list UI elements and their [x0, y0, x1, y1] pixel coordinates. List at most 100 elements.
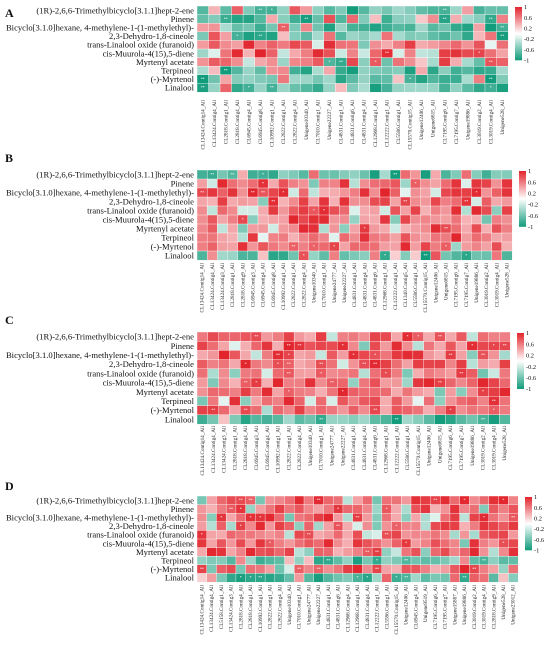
- heatmap-cell: [250, 341, 263, 351]
- heatmap-cell: [359, 169, 371, 180]
- significance-mark: **: [317, 567, 321, 572]
- heatmap-cell: [288, 74, 302, 84]
- heatmap-cell: [196, 214, 208, 225]
- column-label: CL2822.Contig1_All: [281, 99, 287, 144]
- significance-mark: **: [319, 362, 323, 367]
- significance-mark: *: [482, 389, 484, 394]
- heatmap-cell: [461, 40, 474, 50]
- heatmap-cell: [401, 368, 414, 379]
- heatmap-cell: [313, 513, 324, 523]
- heatmap-cell: [389, 196, 401, 207]
- heatmap-cell: [293, 368, 306, 379]
- heatmap-cell: [359, 196, 371, 207]
- heatmap-cell: [206, 530, 217, 540]
- heatmap-cell: [332, 564, 344, 574]
- column-label: CL6945.Contig4_All: [246, 99, 252, 144]
- heatmap-cell: [337, 414, 349, 425]
- heatmap-cell: [430, 504, 441, 514]
- heatmap-cell: [488, 521, 500, 531]
- heatmap-cell: [445, 341, 457, 351]
- heatmap-cell: [196, 405, 209, 416]
- heatmap-cell: [434, 368, 446, 379]
- column-label: CL13424.Contig4_All: [211, 425, 217, 472]
- heatmap-cell: [473, 23, 486, 33]
- heatmap-cell: [313, 530, 324, 540]
- heatmap-cell: [257, 250, 269, 261]
- heatmap-cell: [300, 65, 313, 76]
- colorbar-tick-label: 0.6: [526, 341, 534, 348]
- heatmap-cell: [380, 405, 392, 416]
- heatmap-cell: [488, 331, 500, 342]
- significance-mark: **: [244, 408, 248, 413]
- heatmap-cell: [488, 530, 500, 540]
- heatmap-cell: [294, 547, 305, 557]
- heatmap-cell: [242, 14, 256, 24]
- significance-mark: *: [386, 506, 388, 511]
- heatmap-cell: [381, 14, 394, 24]
- significance-mark: **: [317, 498, 321, 503]
- column-label: CL2818.Contig9_All: [240, 262, 246, 307]
- heatmap-cell: [420, 495, 431, 506]
- heatmap-cell: [423, 359, 435, 370]
- heatmap-cell: [303, 564, 315, 574]
- heatmap-cell: [277, 14, 290, 24]
- heatmap-cell: [459, 504, 470, 514]
- column-label: CL5158.Contig1_All: [219, 584, 225, 629]
- heatmap-cell: [311, 40, 325, 50]
- heatmap-cell: [471, 232, 483, 243]
- heatmap-cell: [227, 223, 239, 234]
- heatmap-cell: [267, 169, 279, 180]
- heatmap-cell: [439, 513, 451, 523]
- colorbar-tick-label: 0.2: [524, 26, 532, 33]
- column-label: Unigene24777_All: [306, 584, 312, 624]
- heatmap-cell: [255, 564, 266, 574]
- heatmap-cell: [231, 14, 244, 24]
- column-label: Unigene19886_All: [462, 584, 468, 624]
- heatmap-cell: [358, 405, 371, 416]
- significance-mark: **: [482, 558, 486, 563]
- heatmap-cell: [294, 530, 305, 540]
- heatmap-cell: [369, 368, 381, 379]
- heatmap-cell: [371, 513, 383, 523]
- heatmap-cell: [237, 250, 249, 261]
- heatmap-cell: [267, 187, 279, 198]
- heatmap-cell: [461, 23, 474, 33]
- column-label: CL15570.Contig15_All: [408, 99, 414, 149]
- heatmap-cell: [332, 547, 344, 557]
- column-label: CL3019.Contig2_All: [481, 425, 487, 470]
- heatmap-cell: [471, 196, 483, 207]
- row-label: 2,3-Dehydro-1,8-cineole: [109, 521, 194, 531]
- heatmap-cell: [313, 504, 324, 514]
- heatmap-cell: [206, 223, 218, 234]
- heatmap-cell: [440, 214, 452, 225]
- heatmap-cell: [323, 74, 336, 84]
- heatmap-cell: [278, 232, 289, 243]
- column-label: Unigene6815_All: [437, 425, 443, 463]
- heatmap-cell: [300, 48, 313, 59]
- significance-mark: **: [200, 567, 204, 572]
- heatmap-cell: [288, 48, 302, 59]
- significance-mark: **: [500, 25, 504, 30]
- heatmap-cell: [358, 377, 371, 388]
- row-label: (1R)-2,6,6-Trimethylbicyclo[3.1.1]hept-2…: [36, 170, 194, 180]
- heatmap-cell: [303, 513, 315, 523]
- heatmap-cell: [477, 396, 489, 407]
- heatmap-cell: [412, 377, 425, 388]
- column-label: CL4831.Contig4_All: [365, 584, 371, 629]
- heatmap-cell: [400, 223, 411, 234]
- heatmap-cell: [369, 196, 381, 207]
- heatmap-cell: [450, 65, 463, 76]
- heatmap-cell: [369, 83, 382, 93]
- heatmap-cell: [265, 14, 279, 24]
- heatmap-cell: [264, 513, 276, 523]
- heatmap-cell: [481, 214, 493, 225]
- heatmap-cell: [358, 341, 371, 351]
- row-label: (1R)-2,6,6-Trimethylbicyclo[3.1.1]hept-2…: [36, 332, 194, 342]
- heatmap-cell: [439, 573, 451, 583]
- column-label: CL2822.Contig1_All: [268, 584, 274, 629]
- heatmap-cell: [264, 495, 276, 506]
- column-label: CL4831.Contig1_All: [326, 584, 332, 629]
- column-label: CL4831.Contig1_All: [351, 425, 357, 470]
- column-label: CL5586.Contig1_All: [413, 262, 419, 307]
